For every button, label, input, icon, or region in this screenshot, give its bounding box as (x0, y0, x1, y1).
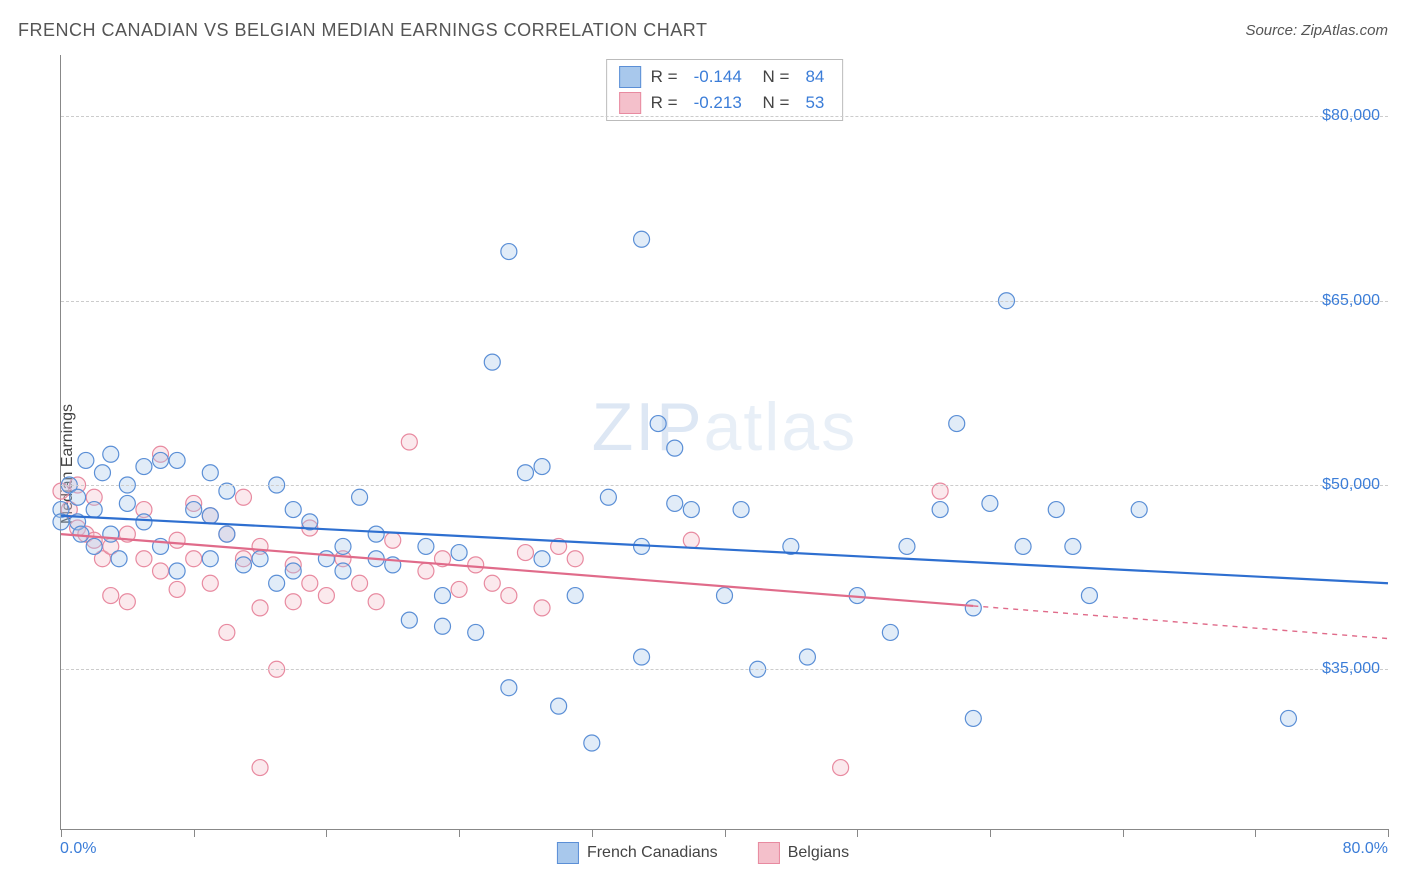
swatch-icon (619, 66, 641, 88)
n-value: 84 (799, 67, 830, 87)
correlation-legend: R = -0.144 N = 84 R = -0.213 N = 53 (606, 59, 844, 121)
plot-container: Median Earnings ZIPatlas R = -0.144 N = … (18, 55, 1388, 872)
swatch-icon (557, 842, 579, 864)
swatch-icon (758, 842, 780, 864)
stat-label-n: N = (758, 67, 790, 87)
r-value: -0.213 (688, 93, 748, 113)
plot-svg (61, 55, 1388, 829)
y-tick-label: $50,000 (1322, 476, 1380, 494)
legend-item: French Canadians (557, 842, 718, 864)
y-tick-label: $65,000 (1322, 292, 1380, 310)
r-value: -0.144 (688, 67, 748, 87)
chart-header: FRENCH CANADIAN VS BELGIAN MEDIAN EARNIN… (18, 20, 1388, 41)
stat-label-n: N = (758, 93, 790, 113)
stat-label-r: R = (651, 67, 678, 87)
series-legend: French Canadians Belgians (557, 842, 849, 864)
legend-label: Belgians (788, 844, 849, 862)
legend-label: French Canadians (587, 844, 718, 862)
chart-title: FRENCH CANADIAN VS BELGIAN MEDIAN EARNIN… (18, 20, 707, 41)
legend-item: Belgians (758, 842, 849, 864)
y-tick-label: $80,000 (1322, 107, 1380, 125)
n-value: 53 (799, 93, 830, 113)
x-axis-min-label: 0.0% (60, 840, 96, 858)
correlation-row: R = -0.213 N = 53 (619, 90, 831, 116)
x-axis-max-label: 80.0% (1343, 840, 1388, 858)
correlation-row: R = -0.144 N = 84 (619, 64, 831, 90)
swatch-icon (619, 92, 641, 114)
chart-source: Source: ZipAtlas.com (1245, 22, 1388, 39)
y-tick-label: $35,000 (1322, 660, 1380, 678)
plot-area: ZIPatlas R = -0.144 N = 84 R = -0.213 N … (60, 55, 1388, 830)
stat-label-r: R = (651, 93, 678, 113)
